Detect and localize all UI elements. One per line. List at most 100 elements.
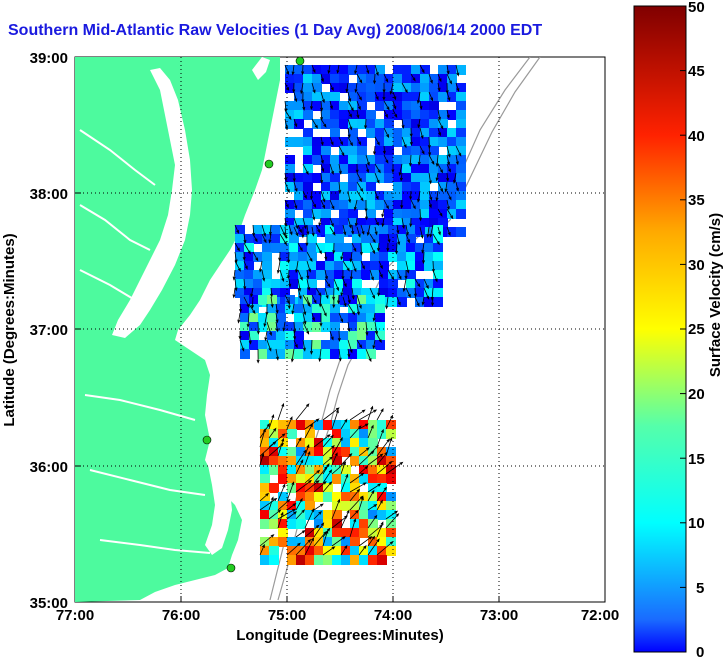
- colorbar-tick-label: 30: [688, 257, 705, 274]
- velocity-arrow: [349, 269, 353, 281]
- velocity-cell: [260, 429, 270, 439]
- velocity-arrow: [315, 224, 321, 234]
- velocity-cell: [411, 92, 421, 102]
- velocity-arrow: [356, 181, 364, 193]
- velocity-arrow: [356, 294, 362, 310]
- velocity-cell: [285, 331, 295, 341]
- velocity-cell: [433, 225, 443, 235]
- velocity-cell: [447, 227, 457, 237]
- velocity-cell: [339, 74, 349, 84]
- velocity-cell: [370, 270, 380, 280]
- velocity-cell: [321, 92, 331, 102]
- velocity-cell: [341, 447, 351, 457]
- velocity-arrow: [338, 145, 345, 157]
- velocity-cell: [296, 456, 306, 466]
- velocity-arrow: [382, 145, 386, 155]
- velocity-cell: [420, 83, 430, 93]
- velocity-cell: [361, 225, 371, 235]
- velocity-cell: [267, 349, 277, 359]
- velocity-cell: [366, 92, 376, 102]
- velocity-arrow: [426, 226, 430, 239]
- velocity-arrow: [337, 294, 341, 305]
- velocity-arrow: [259, 492, 270, 502]
- velocity-cell: [456, 92, 466, 102]
- velocity-cell: [244, 234, 254, 244]
- velocity-arrow: [455, 181, 459, 192]
- velocity-arrow: [419, 145, 425, 155]
- velocity-cell: [294, 200, 304, 210]
- velocity-cell: [267, 295, 277, 305]
- velocity-cell: [429, 209, 439, 219]
- velocity-cell: [402, 200, 412, 210]
- velocity-cell: [289, 243, 299, 253]
- velocity-cell: [305, 501, 315, 511]
- velocity-cell: [253, 270, 263, 280]
- velocity-cell: [244, 252, 254, 262]
- velocity-arrow: [304, 423, 313, 439]
- velocity-cell: [393, 128, 403, 138]
- velocity-cell: [314, 519, 324, 529]
- velocity-cell: [278, 519, 288, 529]
- velocity-cell: [348, 101, 358, 111]
- velocity-arrow: [349, 409, 366, 421]
- velocity-arrow: [356, 91, 362, 101]
- velocity-cell: [303, 74, 313, 84]
- velocity-arrow: [291, 64, 295, 76]
- velocity-arrow: [327, 64, 331, 75]
- velocity-cell: [384, 110, 394, 120]
- velocity-arrow: [322, 456, 333, 466]
- velocity-cell: [303, 155, 313, 165]
- velocity-arrow: [320, 190, 326, 203]
- velocity-cell: [341, 429, 351, 439]
- velocity-arrow: [320, 172, 324, 184]
- velocity-cell: [379, 252, 389, 262]
- velocity-cell: [294, 119, 304, 129]
- velocity-cell: [456, 182, 466, 192]
- velocity-cell: [325, 279, 335, 289]
- velocity-cell: [289, 234, 299, 244]
- velocity-arrow: [309, 339, 314, 355]
- velocity-arrow: [387, 233, 391, 244]
- velocity-cell: [332, 528, 342, 538]
- velocity-cell: [377, 474, 387, 484]
- velocity-arrow: [311, 312, 315, 322]
- velocity-arrow: [401, 136, 407, 149]
- velocity-arrow: [421, 296, 425, 306]
- velocity-arrow: [340, 509, 350, 529]
- velocity-arrow: [279, 269, 285, 283]
- velocity-arrow: [248, 330, 252, 345]
- velocity-cell: [343, 243, 353, 253]
- velocity-arrow: [383, 100, 390, 111]
- velocity-arrow: [322, 469, 333, 484]
- velocity-cell: [271, 234, 281, 244]
- velocity-arrow: [428, 199, 432, 209]
- y-tick-label: 39:00: [30, 50, 68, 67]
- velocity-cell: [348, 191, 358, 201]
- velocity-arrow: [259, 441, 277, 457]
- colorbar-tick-label: 10: [688, 515, 705, 532]
- velocity-cell: [307, 252, 317, 262]
- velocity-arrow: [409, 190, 413, 201]
- velocity-cell: [402, 209, 412, 219]
- velocity-cell: [359, 546, 369, 556]
- velocity-cell: [456, 65, 466, 75]
- velocity-cell: [386, 492, 396, 502]
- velocity-cell: [323, 492, 333, 502]
- velocity-cell: [321, 191, 331, 201]
- velocity-arrow: [275, 312, 279, 324]
- velocity-cell: [323, 510, 333, 520]
- velocity-arrow: [293, 226, 299, 237]
- velocity-cell: [332, 474, 342, 484]
- velocity-cell: [357, 137, 367, 147]
- velocity-arrow: [367, 538, 380, 556]
- velocity-cell: [393, 110, 403, 120]
- velocity-arrow: [278, 251, 282, 262]
- velocity-arrow: [446, 190, 452, 201]
- velocity-arrow: [367, 535, 376, 547]
- velocity-cell: [330, 340, 340, 350]
- velocity-cell: [330, 191, 340, 201]
- velocity-cell: [312, 313, 322, 323]
- velocity-cell: [368, 465, 378, 475]
- velocity-cell: [397, 225, 407, 235]
- velocity-cell: [366, 155, 376, 165]
